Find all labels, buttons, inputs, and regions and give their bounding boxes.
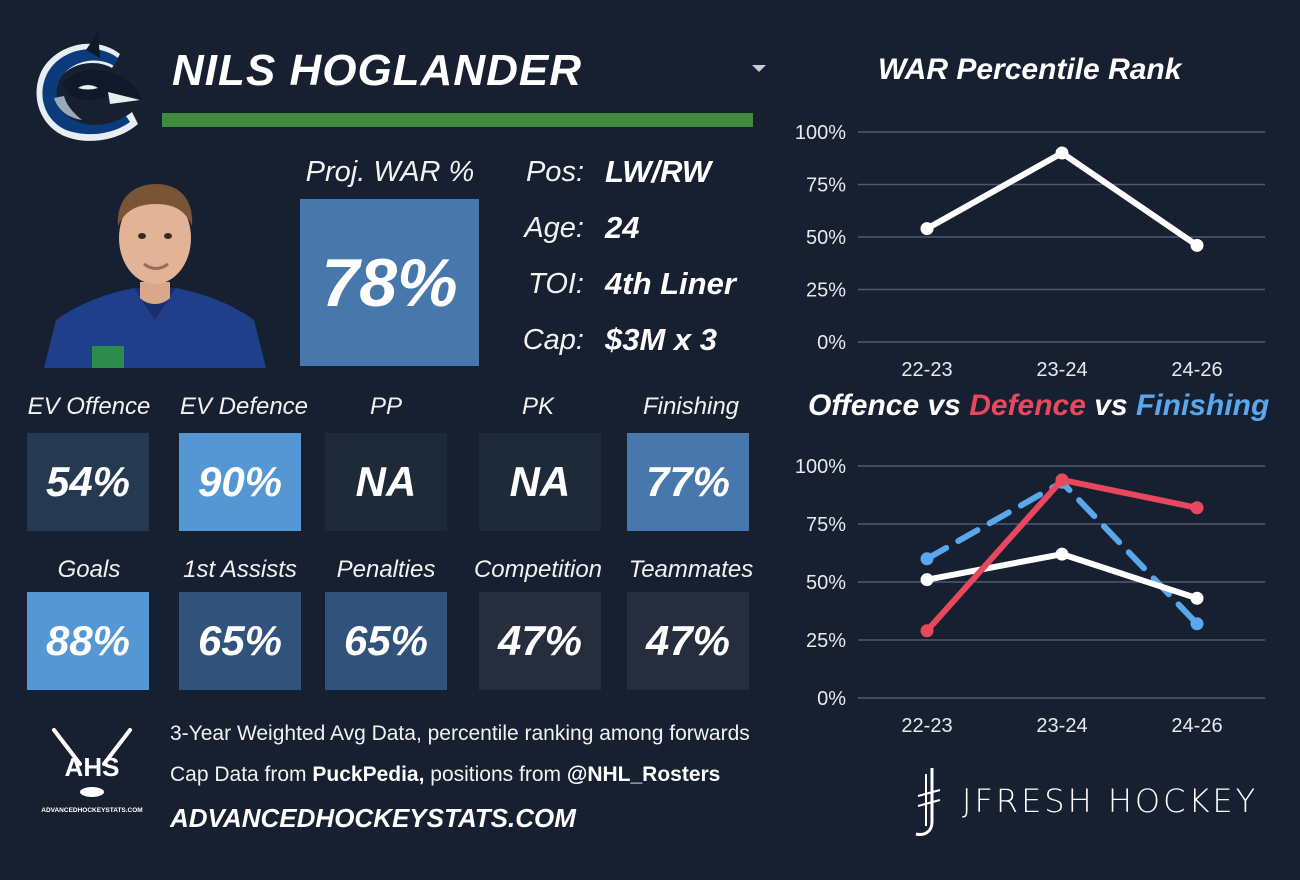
ahs-logo: AHS ADVANCEDHOCKEYSTATS.COM	[40, 724, 144, 820]
war-percentile-chart: 0% 25% 50% 75% 100% 22-23 23-24 24-26	[795, 122, 1265, 381]
position-label: Pos:	[525, 156, 584, 188]
y-tick-label: 50%	[806, 572, 846, 594]
footnote-data-description: 3-Year Weighted Avg Data, percentile ran…	[170, 722, 750, 745]
stat-label-goals: Goals	[57, 556, 121, 583]
stat-label-finishing: Finishing	[642, 393, 740, 420]
data-point	[920, 624, 934, 638]
player-name: NILS HOGLANDER	[172, 46, 582, 95]
y-tick-label: 100%	[795, 122, 846, 144]
stat-tile-competition: 47%	[479, 592, 601, 690]
data-point	[1055, 146, 1069, 160]
footnote-positions-text: positions from	[424, 763, 567, 786]
y-tick-label: 25%	[806, 280, 846, 302]
title-vs-1: vs	[919, 389, 970, 422]
ahs-logo-subtext: ADVANCEDHOCKEYSTATS.COM	[41, 807, 142, 814]
x-tick-label: 24-26	[1171, 715, 1222, 737]
stat-tile-1st-assists: 65%	[179, 592, 301, 690]
y-tick-label: 75%	[806, 514, 846, 536]
x-tick-label: 22-23	[901, 715, 952, 737]
footnote-sources: Cap Data from PuckPedia, positions from …	[170, 763, 720, 787]
jfresh-hockey-brand: JFRESH HOCKEY	[962, 782, 1259, 820]
y-tick-label: 100%	[795, 456, 846, 478]
toi-value: 4th Liner	[605, 266, 736, 301]
puckpedia-link[interactable]: PuckPedia,	[312, 763, 425, 786]
data-point	[920, 573, 934, 587]
cap-label: Cap:	[522, 324, 584, 356]
y-tick-label: 25%	[806, 630, 846, 652]
x-tick-label: 24-26	[1171, 359, 1222, 381]
site-url-link[interactable]: ADVANCEDHOCKEYSTATS.COM	[170, 803, 576, 833]
title-defence: Defence	[969, 389, 1086, 422]
data-point	[1190, 591, 1204, 605]
stat-label-ev-defence: EV Defence	[179, 393, 309, 420]
data-point	[920, 552, 934, 566]
age-label: Age:	[524, 212, 584, 244]
series-line-1	[924, 551, 1200, 602]
toi-label: TOI:	[528, 268, 584, 300]
cap-value: $3M x 3	[605, 322, 718, 357]
ahs-logo-text: AHS	[65, 752, 120, 782]
stat-tile-teammates: 47%	[627, 592, 749, 690]
stat-tile-ev-defence: 90%	[179, 433, 301, 531]
proj-war-value: 78%	[300, 199, 479, 366]
x-tick-label: 23-24	[1036, 359, 1087, 381]
stat-label-competition: Competition	[473, 556, 603, 583]
stat-label-pp: PP	[369, 393, 402, 420]
war-chart-title: WAR Percentile Rank	[878, 53, 1182, 86]
player-name-underline	[162, 113, 753, 127]
data-point	[1055, 473, 1069, 487]
stat-label-1st-assists: 1st Assists	[183, 556, 297, 583]
data-point	[1190, 238, 1204, 252]
nhl-rosters-link[interactable]: @NHL_Rosters	[566, 763, 721, 786]
player-photo	[44, 170, 266, 368]
series-line-0	[924, 150, 1200, 249]
title-offence: Offence	[808, 389, 920, 422]
player-dropdown-chevron-down-icon[interactable]	[750, 62, 768, 74]
y-tick-label: 0%	[817, 688, 846, 710]
data-point	[1055, 547, 1069, 561]
stat-label-teammates: Teammates	[628, 556, 754, 583]
offence-defence-finishing-chart: 0% 25% 50% 75% 100% 22-23 23-24 24-26	[795, 456, 1265, 737]
team-logo	[28, 28, 146, 146]
stat-tile-goals: 88%	[27, 592, 149, 690]
y-tick-label: 75%	[806, 175, 846, 197]
y-tick-label: 0%	[817, 332, 846, 354]
position-value: LW/RW	[605, 154, 712, 189]
footnote-cap-prefix: Cap Data from	[170, 763, 313, 786]
age-value: 24	[605, 210, 640, 245]
stat-tile-ev-offence: 54%	[27, 433, 149, 531]
y-tick-label: 50%	[806, 227, 846, 249]
title-vs-2: vs	[1085, 389, 1136, 422]
title-finishing: Finishing	[1135, 389, 1270, 422]
proj-war-label: Proj. WAR %	[305, 156, 475, 188]
stat-tile-penalties: 65%	[325, 592, 447, 690]
stat-tile-finishing: 77%	[627, 433, 749, 531]
jfresh-logo	[906, 766, 946, 838]
data-point	[1190, 617, 1204, 631]
data-point	[1190, 501, 1204, 515]
stat-label-ev-offence: EV Offence	[27, 393, 151, 420]
x-tick-label: 23-24	[1036, 715, 1087, 737]
offence-defence-finishing-title: Offence vs Defence vs Finishing	[808, 389, 1269, 423]
stat-tile-pp: NA	[325, 433, 447, 531]
stat-tile-pk: NA	[479, 433, 601, 531]
stat-label-penalties: Penalties	[336, 556, 436, 583]
x-tick-label: 22-23	[901, 359, 952, 381]
stat-label-pk: PK	[521, 393, 554, 420]
data-point	[920, 222, 934, 236]
